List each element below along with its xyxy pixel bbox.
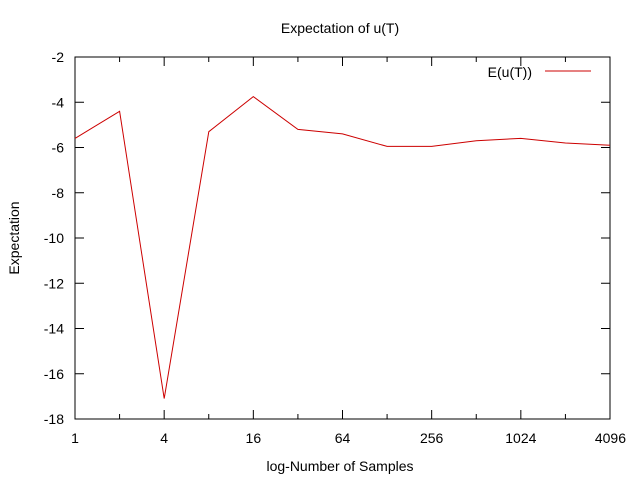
x-tick-label: 4: [160, 430, 168, 446]
x-axis-label: log-Number of Samples: [266, 458, 413, 474]
y-tick-label: -14: [44, 321, 64, 337]
y-tick-label: -6: [52, 140, 65, 156]
x-tick-label: 256: [420, 430, 444, 446]
legend-label: E(u(T)): [488, 64, 532, 80]
x-tick-label: 1024: [505, 430, 536, 446]
y-tick-label: -2: [52, 49, 65, 65]
x-axis: 1 4 16 64 256 1024 4096: [71, 57, 626, 446]
y-axis-label: Expectation: [6, 201, 22, 274]
y-tick-label: -8: [52, 185, 65, 201]
x-tick-label: 16: [246, 430, 262, 446]
chart-title: Expectation of u(T): [281, 20, 399, 36]
y-tick-label: -4: [52, 94, 65, 110]
y-tick-label: -10: [44, 230, 64, 246]
legend: E(u(T)): [488, 64, 591, 80]
plot-frame: [74, 56, 611, 420]
x-tick-label: 1: [71, 430, 79, 446]
y-tick-label: -12: [44, 275, 64, 291]
y-tick-label: -16: [44, 366, 64, 382]
y-axis: -18 -16 -14 -12 -10 -8 -6 -4 -2: [44, 49, 610, 427]
series-line: [74, 95, 611, 399]
y-tick-label: -18: [44, 411, 64, 427]
x-tick-label: 64: [335, 430, 351, 446]
series-layer: [74, 95, 611, 399]
x-tick-label: 4096: [595, 430, 626, 446]
